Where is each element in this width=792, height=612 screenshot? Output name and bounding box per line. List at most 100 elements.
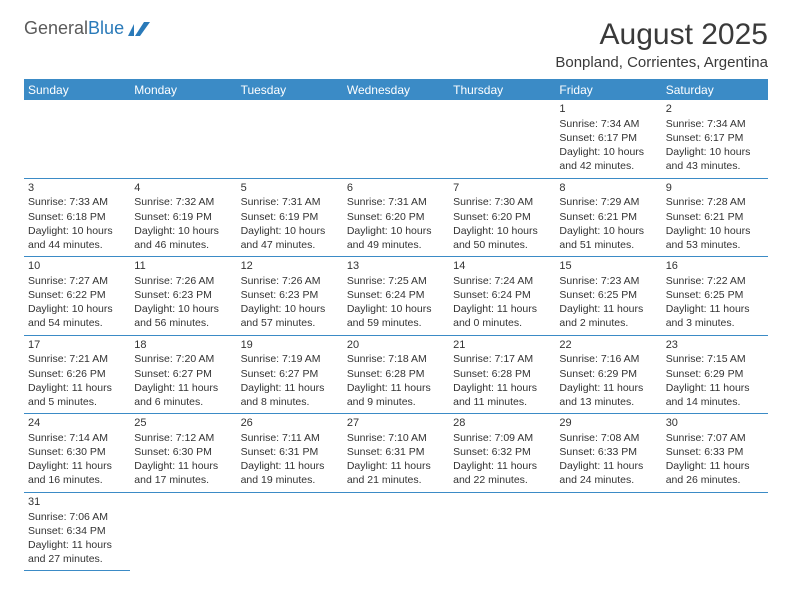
title-block: August 2025 Bonpland, Corrientes, Argent… <box>555 18 768 71</box>
day-number: 23 <box>666 338 764 353</box>
sunset-line: Sunset: 6:23 PM <box>241 288 339 302</box>
sunrise-line: Sunrise: 7:10 AM <box>347 431 445 445</box>
sunrise-line: Sunrise: 7:07 AM <box>666 431 764 445</box>
day-number: 30 <box>666 416 764 431</box>
sunset-line: Sunset: 6:24 PM <box>347 288 445 302</box>
daylight-line: Daylight: 11 hours and 24 minutes. <box>559 459 657 487</box>
sunset-line: Sunset: 6:19 PM <box>241 210 339 224</box>
calendar-cell-empty <box>130 100 236 178</box>
daylight-line: Daylight: 11 hours and 5 minutes. <box>28 381 126 409</box>
calendar-cell: 19Sunrise: 7:19 AMSunset: 6:27 PMDayligh… <box>237 335 343 414</box>
sunrise-line: Sunrise: 7:12 AM <box>134 431 232 445</box>
dow-header: Thursday <box>449 80 555 101</box>
daylight-line: Daylight: 11 hours and 2 minutes. <box>559 302 657 330</box>
dow-header: Wednesday <box>343 80 449 101</box>
sunset-line: Sunset: 6:32 PM <box>453 445 551 459</box>
sunrise-line: Sunrise: 7:29 AM <box>559 195 657 209</box>
sunrise-line: Sunrise: 7:11 AM <box>241 431 339 445</box>
sunrise-line: Sunrise: 7:33 AM <box>28 195 126 209</box>
sunset-line: Sunset: 6:25 PM <box>559 288 657 302</box>
dow-header: Saturday <box>662 80 768 101</box>
calendar-cell: 24Sunrise: 7:14 AMSunset: 6:30 PMDayligh… <box>24 414 130 493</box>
day-number: 2 <box>666 102 764 117</box>
sunset-line: Sunset: 6:25 PM <box>666 288 764 302</box>
dow-header: Tuesday <box>237 80 343 101</box>
sunset-line: Sunset: 6:30 PM <box>134 445 232 459</box>
sunrise-line: Sunrise: 7:31 AM <box>241 195 339 209</box>
sunrise-line: Sunrise: 7:27 AM <box>28 274 126 288</box>
calendar-row: 31Sunrise: 7:06 AMSunset: 6:34 PMDayligh… <box>24 492 768 571</box>
daylight-line: Daylight: 10 hours and 51 minutes. <box>559 224 657 252</box>
daylight-line: Daylight: 10 hours and 46 minutes. <box>134 224 232 252</box>
daylight-line: Daylight: 10 hours and 42 minutes. <box>559 145 657 173</box>
calendar-cell: 11Sunrise: 7:26 AMSunset: 6:23 PMDayligh… <box>130 257 236 336</box>
daylight-line: Daylight: 11 hours and 16 minutes. <box>28 459 126 487</box>
sunset-line: Sunset: 6:19 PM <box>134 210 232 224</box>
sunrise-line: Sunrise: 7:22 AM <box>666 274 764 288</box>
daylight-line: Daylight: 11 hours and 8 minutes. <box>241 381 339 409</box>
day-number: 26 <box>241 416 339 431</box>
sunrise-line: Sunrise: 7:25 AM <box>347 274 445 288</box>
calendar-cell: 13Sunrise: 7:25 AMSunset: 6:24 PMDayligh… <box>343 257 449 336</box>
page-title: August 2025 <box>555 18 768 52</box>
day-number: 5 <box>241 181 339 196</box>
daylight-line: Daylight: 11 hours and 21 minutes. <box>347 459 445 487</box>
dow-header: Monday <box>130 80 236 101</box>
sunset-line: Sunset: 6:29 PM <box>666 367 764 381</box>
dow-header: Sunday <box>24 80 130 101</box>
sunset-line: Sunset: 6:27 PM <box>241 367 339 381</box>
daylight-line: Daylight: 10 hours and 50 minutes. <box>453 224 551 252</box>
flag-icon <box>128 22 150 36</box>
sunset-line: Sunset: 6:20 PM <box>347 210 445 224</box>
sunrise-line: Sunrise: 7:21 AM <box>28 352 126 366</box>
calendar-table: SundayMondayTuesdayWednesdayThursdayFrid… <box>24 79 768 571</box>
calendar-cell: 3Sunrise: 7:33 AMSunset: 6:18 PMDaylight… <box>24 178 130 257</box>
daylight-line: Daylight: 10 hours and 57 minutes. <box>241 302 339 330</box>
daylight-line: Daylight: 11 hours and 14 minutes. <box>666 381 764 409</box>
calendar-cell: 26Sunrise: 7:11 AMSunset: 6:31 PMDayligh… <box>237 414 343 493</box>
day-number: 29 <box>559 416 657 431</box>
sunset-line: Sunset: 6:33 PM <box>666 445 764 459</box>
daylight-line: Daylight: 11 hours and 26 minutes. <box>666 459 764 487</box>
sunset-line: Sunset: 6:31 PM <box>241 445 339 459</box>
sunset-line: Sunset: 6:34 PM <box>28 524 126 538</box>
calendar-cell: 6Sunrise: 7:31 AMSunset: 6:20 PMDaylight… <box>343 178 449 257</box>
logo-text-part1: General <box>24 18 88 38</box>
sunset-line: Sunset: 6:31 PM <box>347 445 445 459</box>
calendar-cell: 18Sunrise: 7:20 AMSunset: 6:27 PMDayligh… <box>130 335 236 414</box>
sunrise-line: Sunrise: 7:06 AM <box>28 510 126 524</box>
calendar-row: 1Sunrise: 7:34 AMSunset: 6:17 PMDaylight… <box>24 100 768 178</box>
sunset-line: Sunset: 6:29 PM <box>559 367 657 381</box>
calendar-body: 1Sunrise: 7:34 AMSunset: 6:17 PMDaylight… <box>24 100 768 571</box>
daylight-line: Daylight: 11 hours and 6 minutes. <box>134 381 232 409</box>
calendar-cell: 4Sunrise: 7:32 AMSunset: 6:19 PMDaylight… <box>130 178 236 257</box>
day-number: 18 <box>134 338 232 353</box>
day-number: 31 <box>28 495 126 510</box>
dow-header: Friday <box>555 80 661 101</box>
calendar-cell: 25Sunrise: 7:12 AMSunset: 6:30 PMDayligh… <box>130 414 236 493</box>
day-number: 17 <box>28 338 126 353</box>
calendar-cell: 2Sunrise: 7:34 AMSunset: 6:17 PMDaylight… <box>662 100 768 178</box>
daylight-line: Daylight: 10 hours and 49 minutes. <box>347 224 445 252</box>
daylight-line: Daylight: 10 hours and 56 minutes. <box>134 302 232 330</box>
daylight-line: Daylight: 11 hours and 9 minutes. <box>347 381 445 409</box>
day-number: 22 <box>559 338 657 353</box>
sunrise-line: Sunrise: 7:34 AM <box>666 117 764 131</box>
calendar-cell: 17Sunrise: 7:21 AMSunset: 6:26 PMDayligh… <box>24 335 130 414</box>
day-number: 6 <box>347 181 445 196</box>
sunrise-line: Sunrise: 7:32 AM <box>134 195 232 209</box>
daylight-line: Daylight: 10 hours and 54 minutes. <box>28 302 126 330</box>
sunrise-line: Sunrise: 7:20 AM <box>134 352 232 366</box>
calendar-cell: 10Sunrise: 7:27 AMSunset: 6:22 PMDayligh… <box>24 257 130 336</box>
logo: GeneralBlue <box>24 18 150 39</box>
sunset-line: Sunset: 6:18 PM <box>28 210 126 224</box>
sunset-line: Sunset: 6:28 PM <box>347 367 445 381</box>
daylight-line: Daylight: 10 hours and 43 minutes. <box>666 145 764 173</box>
calendar-cell: 22Sunrise: 7:16 AMSunset: 6:29 PMDayligh… <box>555 335 661 414</box>
sunset-line: Sunset: 6:21 PM <box>559 210 657 224</box>
day-number: 1 <box>559 102 657 117</box>
calendar-cell: 27Sunrise: 7:10 AMSunset: 6:31 PMDayligh… <box>343 414 449 493</box>
daylight-line: Daylight: 10 hours and 53 minutes. <box>666 224 764 252</box>
sunrise-line: Sunrise: 7:14 AM <box>28 431 126 445</box>
sunset-line: Sunset: 6:21 PM <box>666 210 764 224</box>
